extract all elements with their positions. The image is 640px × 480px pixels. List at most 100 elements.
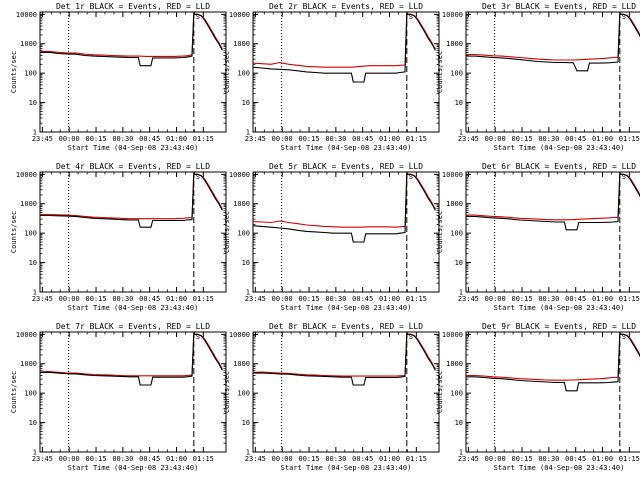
y-axis-label: Counts/sec bbox=[10, 211, 18, 253]
x-tick-label: 00:15 bbox=[298, 135, 319, 143]
x-tick-label: 23:45 bbox=[458, 455, 479, 463]
y-tick-label: 10000 bbox=[442, 11, 463, 19]
x-tick-label: 00:00 bbox=[485, 455, 506, 463]
x-tick-label: 00:45 bbox=[139, 135, 160, 143]
panel-det-5: Det 5r BLACK = Events, RED = LLD 1 10 100 10… bbox=[223, 162, 440, 312]
x-tick-label: 00:00 bbox=[59, 455, 80, 463]
y-tick-label: 10000 bbox=[16, 171, 37, 179]
annotation-label: S bbox=[196, 173, 200, 181]
series-lld-line bbox=[252, 333, 436, 377]
y-axis-label: Counts/sec bbox=[223, 51, 231, 93]
x-tick-label: 00:00 bbox=[485, 295, 506, 303]
y-tick-label: 100 bbox=[24, 390, 37, 398]
annotation-label: S bbox=[622, 173, 626, 181]
annotation-label: S bbox=[196, 333, 200, 341]
plot-frame bbox=[39, 171, 227, 293]
series-events-line bbox=[39, 333, 223, 386]
y-tick-label: 10000 bbox=[16, 331, 37, 339]
plot-frame bbox=[252, 171, 440, 293]
x-axis-label: Start Time (04-Sep-08 23:43:40) bbox=[281, 304, 412, 312]
panel-title: Det 7r BLACK = Events, RED = LLD bbox=[56, 322, 210, 331]
x-tick-label: 00:00 bbox=[272, 455, 293, 463]
panel-det-4: Det 4r BLACK = Events, RED = LLD 1 10 100 10… bbox=[10, 162, 227, 312]
x-tick-label: 00:45 bbox=[139, 295, 160, 303]
y-tick-label: 1 bbox=[33, 289, 37, 297]
x-tick-label: 00:30 bbox=[325, 455, 346, 463]
panel-det-8: Det 8r BLACK = Events, RED = LLD 1 10 100 10… bbox=[223, 322, 440, 472]
y-tick-label: 10000 bbox=[442, 171, 463, 179]
panel-title: Det 1r BLACK = Events, RED = LLD bbox=[56, 2, 210, 11]
x-tick-label: 00:45 bbox=[352, 455, 373, 463]
series-lld-line bbox=[466, 173, 640, 221]
x-tick-label: 00:15 bbox=[85, 135, 106, 143]
x-axis-label: Start Time (04-Sep-08 23:43:40) bbox=[494, 464, 625, 472]
y-tick-label: 1 bbox=[33, 449, 37, 457]
x-tick-label: 00:45 bbox=[565, 455, 586, 463]
y-tick-label: 100 bbox=[24, 70, 37, 78]
annotation-label: S bbox=[196, 13, 200, 21]
x-tick-label: 23:45 bbox=[32, 295, 53, 303]
plot-frame bbox=[252, 11, 440, 133]
x-tick-label: 00:00 bbox=[59, 295, 80, 303]
y-tick-label: 100 bbox=[450, 230, 463, 238]
y-tick-label: 1000 bbox=[20, 200, 37, 208]
annotation-label: S bbox=[622, 13, 626, 21]
series-events-line bbox=[466, 13, 640, 72]
x-tick-label: 01:00 bbox=[379, 455, 400, 463]
plot-frame bbox=[252, 331, 440, 453]
series-lld-line bbox=[252, 173, 436, 228]
panel-det-7: Det 7r BLACK = Events, RED = LLD 1 10 100 10… bbox=[10, 322, 227, 472]
series-lld-line bbox=[466, 333, 640, 381]
y-tick-label: 10 bbox=[29, 99, 37, 107]
y-tick-label: 10 bbox=[455, 99, 463, 107]
panel-det-1: Det 1r BLACK = Events, RED = LLD 1 10 100 10… bbox=[10, 2, 227, 152]
y-axis-label: Counts/sec bbox=[436, 51, 444, 93]
x-tick-label: 23:45 bbox=[458, 135, 479, 143]
x-tick-label: 00:45 bbox=[352, 295, 373, 303]
y-tick-label: 1000 bbox=[20, 360, 37, 368]
panel-det-3: Det 3r BLACK = Events, RED = LLD 1 10 100 10… bbox=[436, 2, 640, 152]
series-lld-line bbox=[466, 13, 640, 61]
y-tick-label: 100 bbox=[24, 230, 37, 238]
x-tick-label: 01:15 bbox=[619, 135, 640, 143]
x-tick-label: 00:15 bbox=[85, 295, 106, 303]
series-lld-line bbox=[252, 13, 436, 68]
y-tick-label: 1000 bbox=[446, 200, 463, 208]
y-tick-label: 10000 bbox=[442, 331, 463, 339]
y-tick-label: 10000 bbox=[229, 171, 250, 179]
x-tick-label: 01:00 bbox=[592, 135, 613, 143]
y-tick-label: 10 bbox=[455, 419, 463, 427]
x-tick-label: 01:00 bbox=[592, 455, 613, 463]
x-tick-label: 00:00 bbox=[272, 135, 293, 143]
x-tick-label: 01:00 bbox=[166, 135, 187, 143]
x-tick-label: 01:15 bbox=[193, 455, 214, 463]
panel-title: Det 9r BLACK = Events, RED = LLD bbox=[482, 322, 636, 331]
x-tick-label: 00:15 bbox=[511, 455, 532, 463]
annotation-label: S bbox=[409, 13, 413, 21]
panel-title: Det 6r BLACK = Events, RED = LLD bbox=[482, 162, 636, 171]
y-tick-label: 100 bbox=[237, 230, 250, 238]
x-tick-label: 00:15 bbox=[511, 135, 532, 143]
x-tick-label: 00:30 bbox=[538, 135, 559, 143]
y-tick-label: 1 bbox=[246, 289, 250, 297]
x-tick-label: 23:45 bbox=[245, 295, 266, 303]
y-tick-label: 1000 bbox=[233, 360, 250, 368]
series-events-line bbox=[39, 13, 223, 67]
x-tick-label: 01:00 bbox=[379, 295, 400, 303]
x-axis-label: Start Time (04-Sep-08 23:43:40) bbox=[68, 144, 199, 152]
y-tick-label: 1000 bbox=[446, 40, 463, 48]
y-tick-label: 1000 bbox=[233, 200, 250, 208]
x-tick-label: 00:30 bbox=[538, 455, 559, 463]
x-tick-label: 01:15 bbox=[619, 455, 640, 463]
x-tick-label: 01:15 bbox=[406, 295, 427, 303]
series-events-line bbox=[466, 173, 640, 231]
x-tick-label: 00:30 bbox=[112, 455, 133, 463]
y-tick-label: 1 bbox=[246, 129, 250, 137]
x-axis-label: Start Time (04-Sep-08 23:43:40) bbox=[68, 464, 199, 472]
plot-frame bbox=[465, 171, 640, 293]
x-tick-label: 23:45 bbox=[32, 135, 53, 143]
x-axis-label: Start Time (04-Sep-08 23:43:40) bbox=[281, 144, 412, 152]
plot-frame bbox=[39, 331, 227, 453]
x-tick-label: 00:30 bbox=[112, 135, 133, 143]
